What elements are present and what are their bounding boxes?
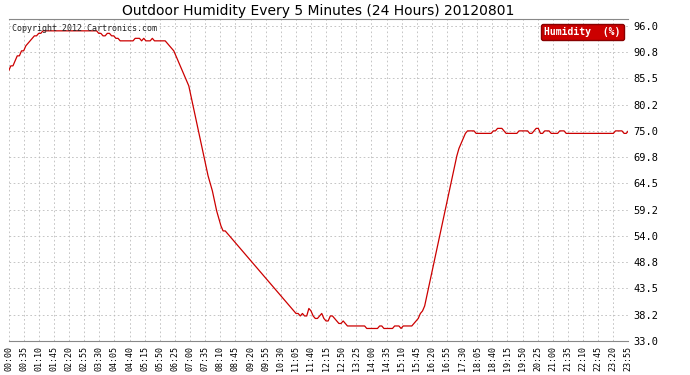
Text: Copyright 2012 Cartronics.com: Copyright 2012 Cartronics.com — [12, 24, 157, 33]
Title: Outdoor Humidity Every 5 Minutes (24 Hours) 20120801: Outdoor Humidity Every 5 Minutes (24 Hou… — [122, 4, 515, 18]
Legend: Humidity  (%): Humidity (%) — [541, 24, 624, 40]
